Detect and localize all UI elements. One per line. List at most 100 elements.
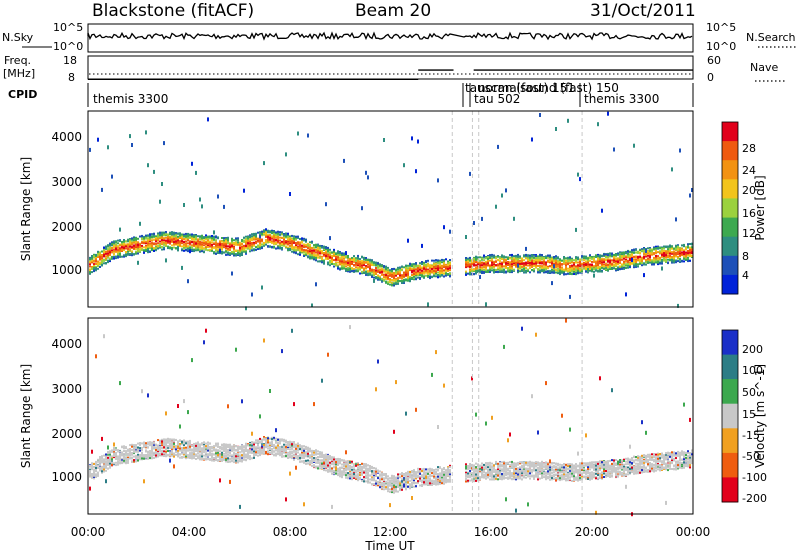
scatter-point xyxy=(209,248,211,251)
scatter-point xyxy=(395,271,397,274)
scatter-point xyxy=(561,270,563,273)
scatter-point xyxy=(595,254,597,257)
scatter-point xyxy=(509,269,511,272)
scatter-point xyxy=(295,241,297,244)
scatter-point xyxy=(219,248,221,253)
scatter-point xyxy=(381,269,383,272)
scatter-point xyxy=(553,268,555,271)
scatter-point xyxy=(663,250,665,252)
scatter-point xyxy=(391,279,393,281)
scatter-point xyxy=(143,251,145,254)
scatter-point xyxy=(133,253,135,256)
scatter-point xyxy=(333,250,335,253)
scatter-point xyxy=(487,263,489,266)
scatter-point xyxy=(91,473,93,476)
scatter-point xyxy=(181,233,183,236)
scatter-point xyxy=(227,249,229,251)
scatter-point xyxy=(369,259,371,262)
scatter-point xyxy=(359,263,361,266)
scatter-point xyxy=(349,269,351,272)
scatter-point xyxy=(597,264,599,267)
scatter-point xyxy=(207,235,209,238)
scatter-point xyxy=(177,241,179,244)
scatter-point xyxy=(335,256,337,259)
scatter-point xyxy=(291,250,293,253)
scatter-point xyxy=(689,243,691,245)
scatter-point xyxy=(245,235,247,238)
scatter-point xyxy=(105,262,107,265)
scatter-point xyxy=(549,270,551,273)
scatter-point xyxy=(511,260,513,263)
scatter-point xyxy=(679,254,681,257)
scatter-point xyxy=(161,236,163,239)
scatter-point xyxy=(637,258,639,261)
scatter-point xyxy=(235,253,237,256)
scatter-point xyxy=(217,249,219,252)
scatter-point xyxy=(131,246,133,249)
scatter-point xyxy=(123,255,125,258)
scatter-point xyxy=(93,255,95,258)
scatter-point xyxy=(147,245,149,248)
scatter-point xyxy=(297,246,299,249)
scatter-point xyxy=(539,259,541,262)
scatter-point xyxy=(557,272,559,275)
scatter-point xyxy=(493,271,495,274)
scatter-point xyxy=(155,249,157,252)
scatter-point xyxy=(287,243,289,246)
scatter-point xyxy=(163,231,165,234)
scatter-point xyxy=(421,272,423,274)
scatter-point xyxy=(569,268,571,271)
scatter-point xyxy=(253,248,255,251)
scatter-point xyxy=(359,265,361,268)
scatter-point xyxy=(255,241,257,244)
nave-tick-bottom: 0 xyxy=(707,71,714,84)
scatter-point xyxy=(131,237,133,240)
scatter-point xyxy=(685,252,687,255)
scatter-point xyxy=(437,267,439,270)
scatter-point xyxy=(367,266,369,269)
scatter-point xyxy=(691,251,693,253)
scatter-point xyxy=(169,237,171,240)
scatter-point xyxy=(685,258,687,261)
scatter-point xyxy=(381,270,383,273)
scatter-point xyxy=(137,252,139,255)
scatter-point xyxy=(583,259,585,261)
scatter-point xyxy=(659,250,661,253)
freq-series-line xyxy=(88,69,693,80)
scatter-point xyxy=(103,460,105,463)
scatter-point xyxy=(355,263,357,265)
scatter-point xyxy=(623,253,625,255)
scatter-point xyxy=(147,244,149,247)
scatter-point xyxy=(153,246,155,249)
scatter-point xyxy=(267,245,269,248)
scatter-point xyxy=(311,249,313,252)
scatter-point xyxy=(363,267,365,270)
scatter-point xyxy=(117,252,119,255)
scatter-point xyxy=(121,246,123,249)
scatter-point xyxy=(235,238,237,241)
scatter-point xyxy=(445,274,447,277)
scatter-point xyxy=(439,259,441,262)
scatter-point xyxy=(317,245,319,248)
scatter-point xyxy=(199,243,201,246)
scatter-point xyxy=(481,257,483,260)
scatter-point xyxy=(613,261,615,264)
scatter-point xyxy=(619,257,621,260)
scatter-point xyxy=(367,270,369,273)
scatter-point xyxy=(171,233,173,236)
scatter-point xyxy=(365,261,367,264)
scatter-point xyxy=(215,242,217,245)
scatter-point xyxy=(321,258,323,260)
scatter-point xyxy=(279,244,281,247)
scatter-point xyxy=(321,252,323,255)
scatter-point xyxy=(341,265,343,268)
scatter-point xyxy=(585,270,587,273)
scatter-point xyxy=(323,254,325,257)
scatter-point xyxy=(177,245,179,247)
scatter-point xyxy=(279,231,281,234)
scatter-point xyxy=(149,243,151,246)
scatter-point xyxy=(239,251,241,254)
freq-tick-bottom: 8 xyxy=(68,71,75,84)
scatter-point xyxy=(593,265,595,268)
scatter-point xyxy=(501,263,503,265)
